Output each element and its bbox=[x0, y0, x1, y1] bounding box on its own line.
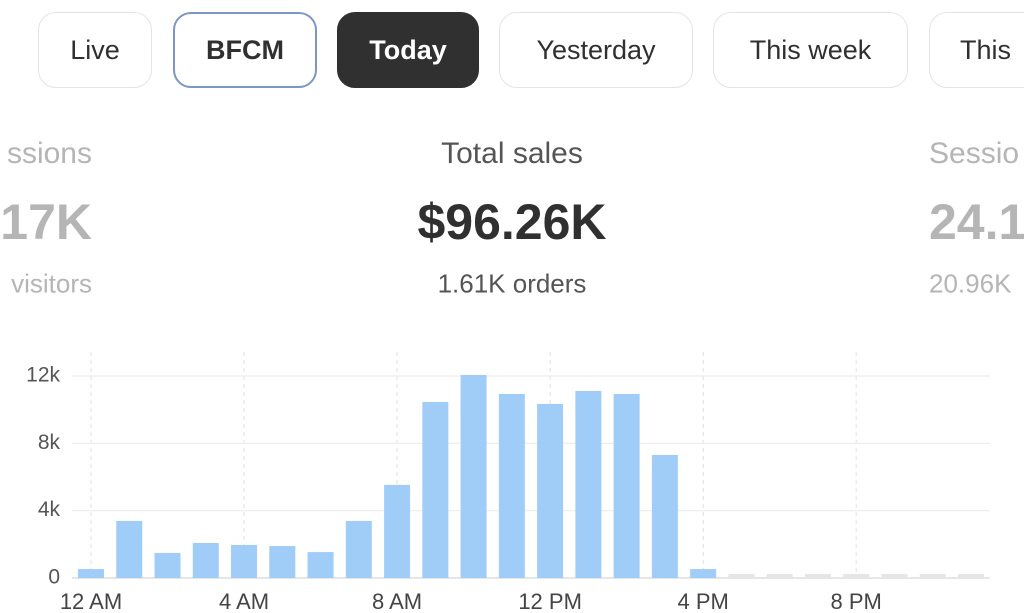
x-tick-label: 8 AM bbox=[372, 589, 422, 613]
metric-label: Sessio bbox=[929, 137, 1020, 170]
bar bbox=[575, 390, 602, 578]
future-placeholder bbox=[881, 574, 908, 578]
bar bbox=[269, 546, 296, 578]
metric-label: Total sales bbox=[441, 137, 583, 170]
tab[interactable]: Today bbox=[337, 12, 479, 88]
bar bbox=[116, 520, 143, 578]
tab[interactable]: BFCM bbox=[173, 12, 317, 88]
metric-value: 24.1 bbox=[929, 194, 1024, 250]
y-tick-label: 8k bbox=[38, 431, 61, 454]
bar bbox=[460, 374, 487, 578]
metric-sub: 20.96K bbox=[929, 268, 1012, 299]
x-tick-label: 4 AM bbox=[219, 589, 269, 613]
future-placeholder bbox=[843, 574, 870, 578]
x-tick-label: 8 PM bbox=[831, 589, 882, 613]
bar bbox=[613, 394, 640, 578]
bar bbox=[192, 542, 219, 578]
metric-value: $96.26K bbox=[417, 194, 607, 250]
future-placeholder bbox=[728, 574, 755, 578]
bar bbox=[307, 552, 334, 578]
future-placeholder bbox=[804, 574, 831, 578]
x-tick-label: 4 PM bbox=[677, 589, 728, 613]
metric-sub: visitors bbox=[11, 268, 92, 299]
tab[interactable]: This week bbox=[713, 12, 908, 88]
y-tick-label: 4k bbox=[38, 498, 61, 521]
x-tick-label: 12 PM bbox=[518, 589, 582, 613]
bar bbox=[498, 394, 525, 578]
tab[interactable]: This bbox=[929, 12, 1024, 88]
bar bbox=[690, 569, 717, 578]
future-placeholder bbox=[766, 574, 793, 578]
bar bbox=[422, 401, 449, 578]
bar bbox=[231, 545, 258, 578]
bar bbox=[154, 552, 181, 578]
metric-value: .17K bbox=[0, 194, 92, 250]
tab[interactable]: Live bbox=[38, 12, 152, 88]
y-tick-label: 12k bbox=[26, 364, 60, 387]
bar bbox=[384, 484, 411, 578]
bar bbox=[78, 569, 104, 578]
future-placeholder bbox=[919, 574, 946, 578]
metric-label: ssions bbox=[6, 137, 92, 170]
y-tick-label: 0 bbox=[48, 566, 60, 589]
x-tick-label: 12 AM bbox=[60, 589, 122, 613]
bar bbox=[537, 403, 564, 578]
future-placeholder bbox=[957, 574, 984, 578]
bar bbox=[345, 520, 372, 578]
metric-sub: 1.61K orders bbox=[437, 268, 587, 299]
bar bbox=[651, 454, 678, 578]
tab[interactable]: Yesterday bbox=[499, 12, 693, 88]
